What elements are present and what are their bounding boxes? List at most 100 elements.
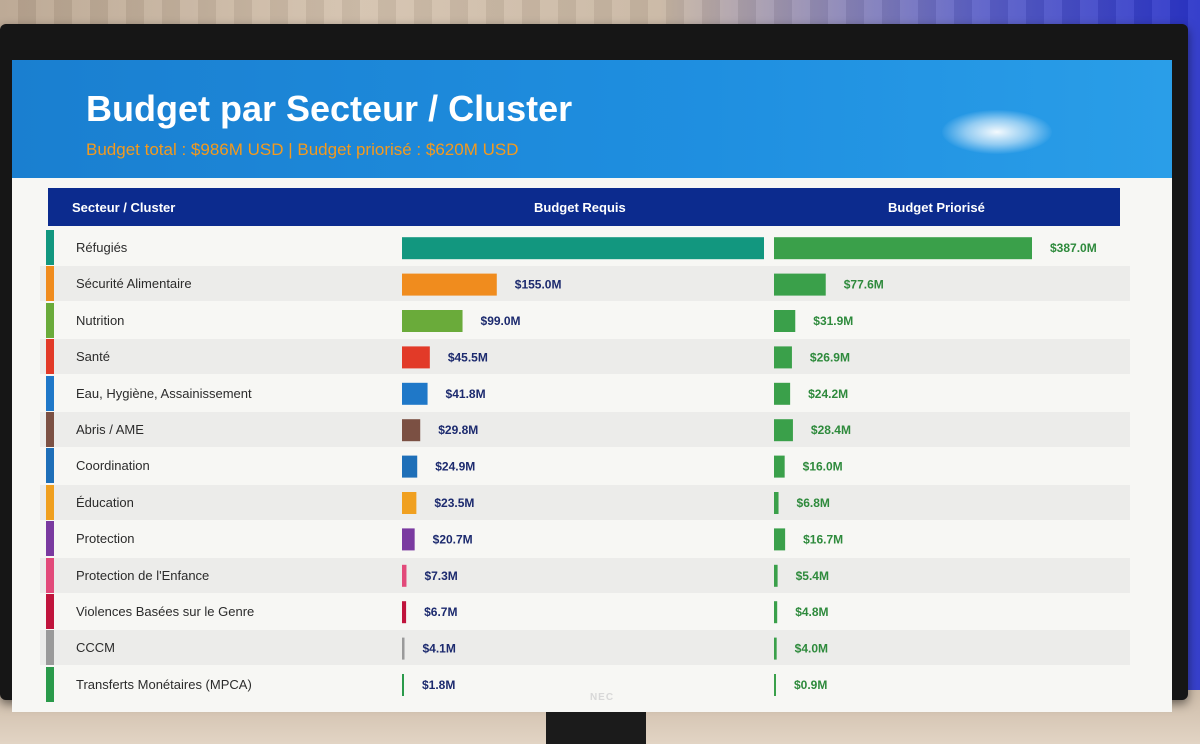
slide-banner: Budget par Secteur / Cluster Budget tota… [12, 60, 1172, 178]
bar-priorise [774, 601, 778, 624]
bar-priorise-label: $26.9M [810, 350, 850, 364]
row-label: Protection [76, 531, 135, 547]
bar-requis-label: $29.8M [438, 423, 478, 437]
bar-priorise-label: $77.6M [844, 278, 884, 292]
bar-priorise [774, 528, 786, 551]
bar-requis-label: $20.7M [433, 532, 473, 546]
table-row: Transferts Monétaires (MPCA) [40, 666, 1130, 702]
table-row: CCCM [40, 630, 1130, 666]
bar-priorise [774, 455, 785, 478]
budget-rows: Réfugiés Sécurité Alimentaire Nutrition San… [40, 230, 1130, 704]
row-label: Abris / AME [76, 422, 144, 437]
monitor-brand-logo: NEC [589, 692, 615, 703]
table-header: Secteur / Cluster Budget Requis Budget P… [48, 188, 1120, 226]
bar-requis [402, 237, 764, 260]
monitor-frame: Budget par Secteur / Cluster Budget tota… [0, 24, 1188, 712]
row-label: Protection de l'Enfance [76, 567, 210, 583]
header-budget-priorise: Budget Priorisé [888, 200, 985, 215]
bar-requis-label: $1.8M [422, 678, 455, 692]
row-label: Transferts Monétaires (MPCA) [76, 676, 252, 692]
bar-priorise-label: $4.8M [795, 605, 828, 619]
table-row: Eau, Hygiène, Assainissement [40, 375, 1130, 411]
row-label: Coordination [76, 458, 150, 474]
bar-priorise [774, 564, 778, 587]
bar-requis [402, 346, 430, 369]
row-label: Eau, Hygiène, Assainissement [76, 385, 252, 401]
bar-priorise-label: $31.9M [813, 314, 853, 328]
table-row: Protection [40, 521, 1130, 557]
row-label: Santé [76, 349, 110, 365]
table-row: Violences Basées sur le Genre [40, 594, 1130, 629]
header-sector: Secteur / Cluster [72, 200, 176, 215]
bar-priorise [774, 492, 779, 514]
table-row: Nutrition [40, 302, 1130, 338]
row-color-marker [46, 594, 54, 629]
row-color-marker [46, 448, 54, 484]
bar-requis-label: $41.8M [446, 387, 486, 401]
bar-priorise [774, 637, 777, 660]
row-color-marker [46, 266, 54, 302]
row-color-marker [46, 375, 54, 411]
row-color-marker [46, 666, 54, 702]
bar-requis [402, 637, 405, 660]
bar-requis-label: $155.0M [515, 278, 562, 292]
row-color-marker [46, 302, 54, 338]
bar-requis-label: $23.5M [434, 496, 474, 510]
bar-priorise [774, 382, 791, 405]
bar-requis-label: $99.0M [481, 314, 521, 328]
bar-requis [402, 310, 463, 332]
bar-requis [402, 419, 421, 442]
bar-priorise-label: $24.2M [808, 387, 848, 401]
bar-requis [402, 564, 407, 587]
table-row: Sécurité Alimentaire [40, 266, 1130, 302]
bar-priorise-label: $28.4M [811, 423, 851, 437]
light-glare [942, 110, 1052, 154]
row-label: CCCM [76, 640, 115, 656]
row-label: Réfugiés [76, 240, 128, 255]
slide-screen: Budget par Secteur / Cluster Budget tota… [12, 60, 1172, 712]
row-color-marker [46, 230, 54, 265]
bar-requis [402, 601, 407, 624]
table-row: Réfugiés [40, 230, 1130, 265]
bar-requis [402, 528, 415, 551]
bar-priorise [774, 346, 792, 369]
bar-requis-label: $4.1M [423, 642, 456, 656]
bar-requis [402, 674, 404, 696]
row-label: Violences Basées sur le Genre [76, 604, 255, 619]
bar-priorise-label: $16.7M [803, 532, 843, 546]
row-color-marker [46, 339, 54, 375]
bar-requis-label: $45.5M [448, 350, 488, 364]
bar-priorise [774, 419, 793, 442]
row-color-marker [46, 557, 54, 593]
table-row: Coordination [40, 448, 1130, 484]
table-row: Éducation [40, 484, 1130, 520]
header-budget-requis: Budget Requis [534, 200, 626, 215]
bar-requis [402, 382, 428, 405]
bar-requis [402, 492, 417, 514]
row-color-marker [46, 484, 54, 520]
bar-priorise [774, 310, 796, 332]
bar-requis-label: $6.7M [424, 605, 457, 619]
row-color-marker [46, 412, 54, 447]
bar-requis-label: $7.3M [424, 569, 457, 583]
bar-priorise-label: $6.8M [797, 496, 830, 510]
bar-priorise-label: $4.0M [795, 642, 828, 656]
row-color-marker [46, 521, 54, 557]
bar-requis [402, 273, 497, 296]
row-label: Nutrition [76, 312, 125, 328]
bar-priorise [774, 237, 1032, 260]
table-row: Santé [40, 339, 1130, 375]
row-color-marker [46, 630, 54, 666]
bar-priorise-label: $5.4M [796, 569, 829, 583]
bar-priorise [774, 674, 776, 696]
row-label: Éducation [76, 494, 134, 510]
slide-subtitle: Budget total : $986M USD | Budget priori… [86, 140, 519, 159]
bar-priorise [774, 273, 826, 296]
slide-title: Budget par Secteur / Cluster [86, 88, 573, 129]
bar-priorise-label: $387.0M [1050, 241, 1097, 255]
row-label: Sécurité Alimentaire [76, 276, 192, 292]
bar-chart: $387.0M $155.0M $77.6M $99.0M $31.9M $45.5M $2… [402, 237, 1097, 696]
bar-priorise-label: $16.0M [803, 460, 843, 474]
table-row: Abris / AME [40, 412, 1130, 447]
bar-priorise-label: $0.9M [794, 678, 827, 692]
